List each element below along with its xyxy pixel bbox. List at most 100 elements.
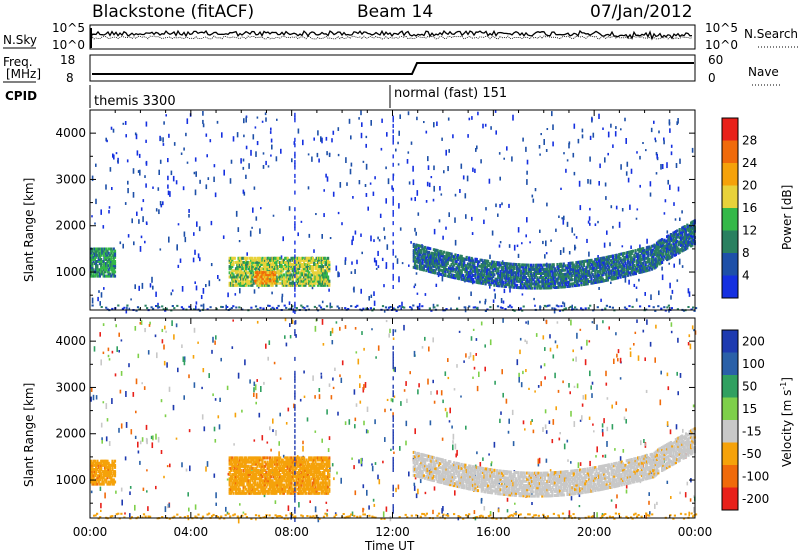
echo-cell — [498, 284, 501, 288]
echo-cell — [448, 266, 451, 270]
echo-cell — [276, 265, 279, 269]
noise-speckle — [339, 326, 341, 331]
echo-cell — [232, 273, 235, 277]
echo-cell — [246, 265, 249, 269]
echo-cell — [512, 269, 515, 272]
echo-cell — [526, 282, 529, 286]
echo-cell — [100, 266, 103, 270]
noise-speckle — [194, 157, 197, 162]
noise-speckle — [538, 457, 541, 464]
echo-cell — [311, 265, 314, 269]
noise-speckle — [200, 295, 203, 300]
echo-cell — [313, 273, 316, 277]
echo-cell — [320, 265, 323, 269]
echo-cell — [479, 271, 482, 275]
echo-cell — [566, 270, 569, 274]
echo-cell — [577, 269, 580, 273]
echo-cell — [552, 265, 555, 269]
noise-speckle — [135, 378, 138, 385]
echo-cell — [262, 263, 265, 266]
echo-cell — [529, 278, 533, 282]
noise-speckle — [495, 130, 497, 135]
ground-echo — [652, 306, 655, 309]
echo-cell — [489, 266, 492, 270]
echo-cell — [574, 280, 577, 283]
echo-cell — [674, 242, 677, 246]
echo-cell — [580, 279, 583, 283]
noise-speckle — [413, 350, 416, 357]
noise-speckle — [488, 453, 490, 456]
echo-cell — [107, 260, 110, 263]
noise-speckle — [314, 430, 317, 433]
echo-cell — [471, 263, 475, 267]
echo-cell — [594, 270, 597, 274]
echo-cell — [90, 268, 93, 272]
noise-speckle — [188, 374, 190, 379]
echo-cell — [426, 254, 429, 258]
noise-speckle — [253, 392, 255, 397]
echo-cell — [258, 269, 262, 273]
echo-cell — [500, 282, 504, 286]
echo-cell — [98, 253, 101, 257]
noise-speckle — [231, 346, 234, 349]
echo-cell — [546, 284, 549, 288]
noise-speckle — [475, 338, 478, 341]
noise-speckle — [308, 233, 311, 238]
echo-cell — [459, 271, 462, 275]
ground-echo — [578, 517, 581, 520]
echo-cell — [257, 283, 260, 287]
echo-cell — [507, 283, 510, 287]
noise-speckle — [446, 411, 448, 418]
echo-cell — [238, 267, 241, 271]
echo-cell — [621, 252, 625, 256]
noise-speckle — [355, 403, 358, 407]
echo-cell — [567, 274, 570, 278]
echo-cell — [92, 255, 95, 259]
echo-cell — [429, 263, 432, 267]
noise-speckle — [109, 167, 112, 172]
echo-cell — [440, 250, 443, 254]
echo-cell — [662, 247, 665, 251]
noise-speckle — [165, 330, 167, 333]
echo-cell — [618, 261, 621, 265]
echo-cell — [470, 279, 473, 283]
echo-cell — [619, 275, 622, 279]
echo-cell — [661, 246, 664, 250]
echo-cell — [676, 248, 679, 252]
ground-echo — [384, 306, 388, 309]
echo-cell — [586, 265, 589, 269]
ground-echo — [436, 304, 439, 307]
vertical-streak — [294, 151, 296, 156]
echo-cell — [432, 258, 435, 262]
echo-cell — [587, 259, 591, 263]
echo-cell — [255, 279, 258, 283]
ground-echo — [457, 515, 460, 518]
ground-echo — [117, 304, 120, 307]
echo-cell — [311, 269, 314, 273]
echo-cell — [310, 265, 313, 269]
echo-cell — [306, 258, 309, 262]
echo-cell — [272, 269, 275, 273]
echo-cell — [531, 265, 534, 269]
echo-cell — [90, 272, 93, 276]
noise-speckle — [357, 358, 360, 365]
noise-speckle — [162, 201, 164, 206]
echo-cell — [267, 269, 270, 273]
noise-speckle — [531, 194, 534, 198]
noise-speckle — [373, 239, 375, 243]
echo-cell — [591, 273, 594, 277]
echo-cell — [499, 276, 502, 280]
echo-cell — [92, 272, 95, 276]
echo-cell — [595, 264, 598, 268]
echo-cell — [231, 277, 234, 281]
echo-cell — [519, 286, 522, 290]
noise-speckle — [337, 271, 339, 278]
echo-cell — [524, 280, 527, 284]
echo-cell — [584, 276, 587, 280]
noise-speckle — [500, 411, 502, 415]
noise-speckle — [645, 513, 648, 519]
echo-cell — [690, 240, 693, 244]
ground-echo — [318, 517, 321, 520]
noise-speckle — [255, 216, 258, 221]
echo-cell — [413, 255, 417, 259]
